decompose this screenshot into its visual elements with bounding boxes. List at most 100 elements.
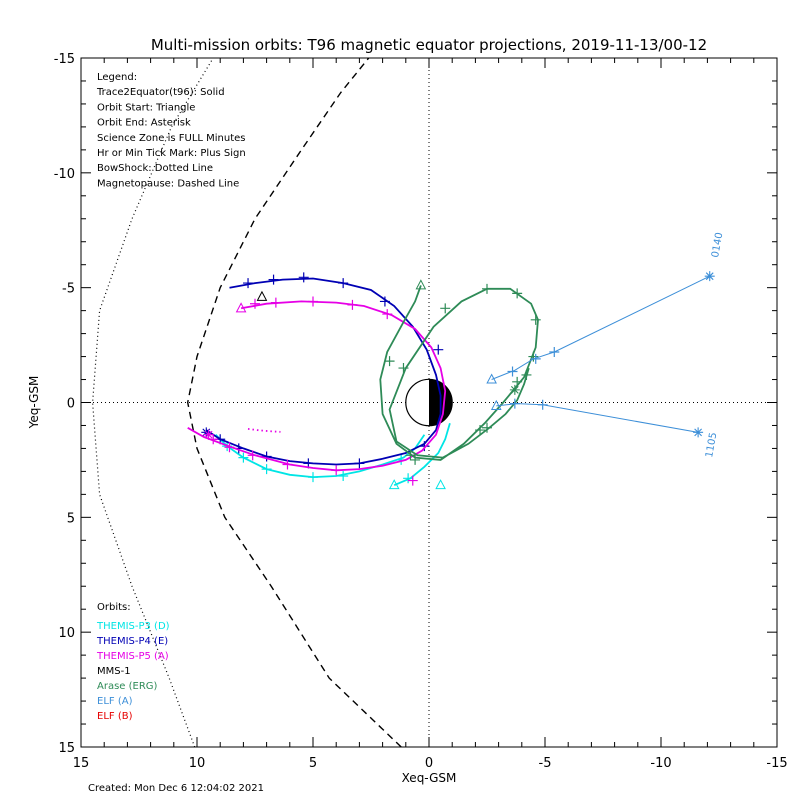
- x-tick-label: 10: [189, 756, 206, 771]
- legend-line: Orbit End: Asterisk: [97, 118, 191, 129]
- orbit-end-asterisk: [203, 429, 214, 440]
- legend-line: Magnetopause: Dashed Line: [97, 178, 239, 189]
- tick-mark: [482, 422, 492, 433]
- tick-mark: [261, 464, 272, 475]
- orbit-start-triangle: [490, 399, 502, 410]
- x-tick-label: 15: [73, 756, 90, 771]
- orbit-themis-p5-a: [187, 296, 447, 486]
- orbit-mms-1: [256, 290, 268, 301]
- orbits-heading: Orbits:: [97, 602, 131, 613]
- tick-mark: [243, 278, 254, 289]
- tick-mark: [410, 454, 421, 465]
- tick-mark: [530, 353, 541, 364]
- orbit-label-arase-erg: Arase (ERG): [97, 681, 158, 692]
- tick-mark: [384, 356, 395, 367]
- orbit-start-triangle: [486, 373, 497, 384]
- tick-mark: [268, 274, 279, 285]
- orbit-end-asterisk: [704, 271, 715, 282]
- x-tick-label: -15: [766, 756, 787, 771]
- orbit-elf-a-1105: [490, 398, 704, 438]
- orbit-themis-p5-a-fragment: [247, 428, 281, 433]
- orbit-track: [187, 300, 447, 472]
- tick-mark: [338, 470, 349, 481]
- tick-mark: [238, 452, 249, 463]
- tick-mark: [250, 298, 260, 309]
- y-tick-label: 10: [58, 626, 75, 641]
- orbit-track: [214, 434, 426, 479]
- legend-line: BowShock: Dotted Line: [97, 163, 213, 174]
- tick-mark: [475, 425, 486, 436]
- orbit-end-asterisk: [693, 427, 704, 438]
- legend: Legend: Trace2Equator(t96): Solid Orbit St…: [96, 72, 246, 189]
- y-axis-label: Yeq-GSM: [27, 376, 41, 430]
- legend-line: Hr or Min Tick Mark: Plus Sign: [97, 148, 246, 159]
- tick-mark: [419, 441, 430, 452]
- tick-mark: [403, 473, 414, 484]
- tick-mark: [521, 369, 532, 380]
- tick-mark: [407, 475, 418, 486]
- orbit-label-elf-a: ELF (A): [97, 696, 133, 707]
- tick-mark: [482, 283, 492, 294]
- x-axis-label: Xeq-GSM: [402, 771, 457, 785]
- tick-mark: [308, 296, 318, 307]
- x-tick-label: -10: [650, 756, 671, 771]
- legend-line: Trace2Equator(t96): Solid: [96, 87, 225, 98]
- tick-mark: [509, 398, 520, 409]
- tick-mark: [208, 434, 219, 445]
- tick-mark: [405, 450, 416, 461]
- y-tick-label: 15: [58, 741, 75, 756]
- y-tick-label: -15: [54, 52, 75, 67]
- tick-mark: [308, 472, 318, 483]
- orbit-track: [379, 285, 539, 461]
- tick-mark: [379, 296, 390, 307]
- tick-mark: [331, 465, 342, 476]
- axes: 15 10 5 0 -5 -10 -15 -15 -10 -5 0 5 10 15: [54, 52, 788, 771]
- tick-mark: [433, 344, 444, 355]
- orbit-label-mms-1: MMS-1: [97, 666, 131, 677]
- legend-line: Science Zone is FULL Minutes: [97, 133, 246, 144]
- tick-mark: [512, 376, 523, 387]
- time-label-1105: 1105: [704, 432, 719, 459]
- orbit-label-themis-p3-d: THEMIS-P3 (D): [96, 621, 170, 632]
- x-tick-label: 0: [425, 756, 433, 771]
- orbit-track: [205, 277, 442, 466]
- orbit-start-triangle: [235, 302, 247, 313]
- orbit-end-asterisk: [509, 384, 520, 395]
- y-tick-label: -10: [54, 167, 75, 182]
- magnetopause-line: [186, 58, 402, 747]
- tick-mark: [347, 299, 358, 310]
- tick-mark: [549, 346, 560, 357]
- tick-mark: [354, 458, 365, 469]
- tick-mark: [382, 309, 393, 320]
- orbit-start-triangle: [415, 279, 427, 290]
- y-tick-label: 0: [67, 397, 75, 412]
- tick-mark: [440, 303, 451, 314]
- tick-mark: [537, 399, 548, 410]
- y-tick-label: -5: [62, 282, 75, 297]
- plot-area: [81, 58, 777, 747]
- orbit-label-elf-b: ELF (B): [97, 711, 133, 722]
- orbit-start-triangle: [256, 290, 268, 301]
- legend-line: Orbit Start: Triangle: [97, 102, 195, 113]
- tick-mark: [338, 278, 349, 289]
- orbit-label-themis-p5-a: THEMIS-P5 (A): [96, 651, 169, 662]
- tick-mark: [398, 363, 409, 374]
- orbit-track: [496, 403, 699, 433]
- orbit-start-triangle: [435, 479, 446, 490]
- tick-mark: [261, 451, 272, 462]
- x-tick-label: -5: [539, 756, 552, 771]
- orbit-track: [491, 275, 710, 380]
- legend-line: Legend:: [97, 72, 137, 83]
- orbit-track: [247, 428, 281, 433]
- orbit-start-triangle: [388, 479, 400, 490]
- tick-mark: [270, 297, 281, 308]
- tick-mark: [512, 288, 523, 299]
- tick-mark: [507, 366, 518, 377]
- time-label-0140: 0140: [710, 232, 725, 259]
- tick-mark: [528, 351, 539, 362]
- tick-mark: [224, 442, 235, 453]
- orbit-elf-a-0140: [486, 271, 715, 384]
- orbit-legend: Orbits: THEMIS-P3 (D) THEMIS-P4 (E) THEMIS-…: [96, 602, 170, 722]
- chart-title: Multi-mission orbits: T96 magnetic equat…: [151, 36, 707, 54]
